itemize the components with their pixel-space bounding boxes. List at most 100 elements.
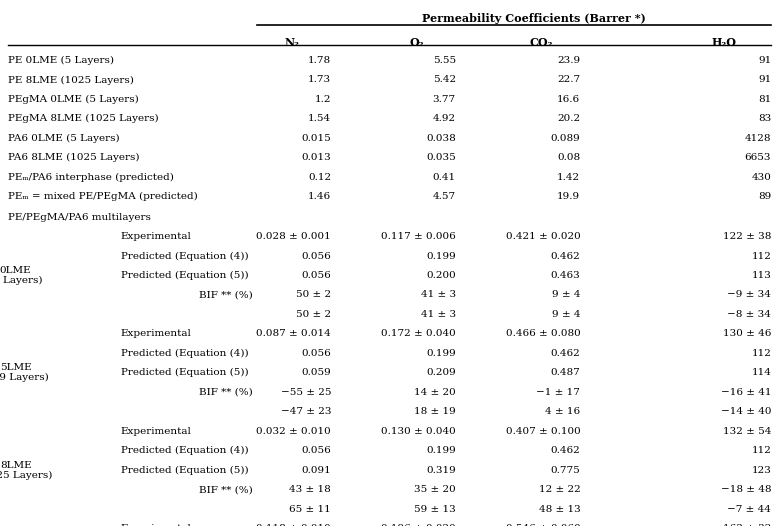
Text: 1.54: 1.54	[308, 114, 331, 124]
Text: −16 ± 41: −16 ± 41	[721, 388, 771, 397]
Text: PEgMA 8LME (1025 Layers): PEgMA 8LME (1025 Layers)	[8, 114, 158, 124]
Text: 0.118 ± 0.010: 0.118 ± 0.010	[256, 524, 331, 526]
Text: 1.73: 1.73	[308, 75, 331, 85]
Text: 59 ± 13: 59 ± 13	[414, 504, 456, 513]
Text: 19.9: 19.9	[557, 192, 580, 201]
Text: PA6 8LME (1025 Layers): PA6 8LME (1025 Layers)	[8, 153, 139, 163]
Text: 35 ± 20: 35 ± 20	[414, 485, 456, 494]
Text: 0.196 ± 0.020: 0.196 ± 0.020	[381, 524, 456, 526]
Text: 4.92: 4.92	[432, 114, 456, 124]
Text: 83: 83	[758, 114, 771, 124]
Text: 0.056: 0.056	[301, 446, 331, 455]
Text: 163 ± 32: 163 ± 32	[723, 524, 771, 526]
Text: (5 Layers): (5 Layers)	[0, 276, 42, 285]
Text: 1.2: 1.2	[315, 95, 331, 104]
Text: 81: 81	[758, 95, 771, 104]
Text: BIF ** (%): BIF ** (%)	[199, 290, 253, 299]
Text: Predicted (Equation (5)): Predicted (Equation (5))	[121, 466, 249, 475]
Text: 0.032 ± 0.010: 0.032 ± 0.010	[256, 427, 331, 436]
Text: Experimental: Experimental	[121, 232, 192, 241]
Text: CO₂: CO₂	[530, 36, 553, 47]
Text: Experimental: Experimental	[121, 524, 192, 526]
Text: PE 8LME (1025 Layers): PE 8LME (1025 Layers)	[8, 75, 134, 85]
Text: 0.200: 0.200	[426, 271, 456, 280]
Text: 0LME: 0LME	[0, 266, 31, 275]
Text: 50 ± 2: 50 ± 2	[296, 310, 331, 319]
Text: BIF ** (%): BIF ** (%)	[199, 485, 253, 494]
Text: 122 ± 38: 122 ± 38	[723, 232, 771, 241]
Text: 22.7: 22.7	[557, 75, 580, 85]
Text: −18 ± 48: −18 ± 48	[721, 485, 771, 494]
Text: PEgMA 0LME (5 Layers): PEgMA 0LME (5 Layers)	[8, 95, 139, 104]
Text: 112: 112	[751, 251, 771, 260]
Text: 0.319: 0.319	[426, 466, 456, 474]
Text: 8LME: 8LME	[0, 461, 31, 470]
Text: Predicted (Equation (4)): Predicted (Equation (4))	[121, 251, 249, 261]
Text: PA6 0LME (5 Layers): PA6 0LME (5 Layers)	[8, 134, 119, 143]
Text: 65 ± 11: 65 ± 11	[289, 504, 331, 513]
Text: 9 ± 4: 9 ± 4	[552, 290, 580, 299]
Text: 123: 123	[751, 466, 771, 474]
Text: 0.41: 0.41	[432, 173, 456, 182]
Text: 4 ± 16: 4 ± 16	[545, 407, 580, 416]
Text: 0.462: 0.462	[551, 446, 580, 455]
Text: Predicted (Equation (4)): Predicted (Equation (4))	[121, 446, 249, 456]
Text: 50 ± 2: 50 ± 2	[296, 290, 331, 299]
Text: 3.77: 3.77	[432, 95, 456, 104]
Text: 1.42: 1.42	[557, 173, 580, 182]
Text: BIF ** (%): BIF ** (%)	[199, 388, 253, 397]
Text: 0.487: 0.487	[551, 368, 580, 377]
Text: 0.421 ± 0.020: 0.421 ± 0.020	[506, 232, 580, 241]
Text: 20.2: 20.2	[557, 114, 580, 124]
Text: −14 ± 40: −14 ± 40	[721, 407, 771, 416]
Text: −9 ± 34: −9 ± 34	[728, 290, 771, 299]
Text: 0.130 ± 0.040: 0.130 ± 0.040	[381, 427, 456, 436]
Text: −7 ± 44: −7 ± 44	[728, 504, 771, 513]
Text: 430: 430	[751, 173, 771, 182]
Text: PEₘ = mixed PE/PEgMA (predicted): PEₘ = mixed PE/PEgMA (predicted)	[8, 192, 198, 201]
Text: 16.6: 16.6	[557, 95, 580, 104]
Text: −8 ± 34: −8 ± 34	[728, 310, 771, 319]
Text: 0.775: 0.775	[551, 466, 580, 474]
Text: 0.199: 0.199	[426, 251, 456, 260]
Text: 91: 91	[758, 75, 771, 85]
Text: Experimental: Experimental	[121, 427, 192, 436]
Text: 0.199: 0.199	[426, 446, 456, 455]
Text: 0.089: 0.089	[551, 134, 580, 143]
Text: Predicted (Equation (5)): Predicted (Equation (5))	[121, 368, 249, 378]
Text: 41 ± 3: 41 ± 3	[421, 290, 456, 299]
Text: PE 0LME (5 Layers): PE 0LME (5 Layers)	[8, 56, 114, 65]
Text: O₂: O₂	[410, 36, 424, 47]
Text: 4.57: 4.57	[432, 192, 456, 201]
Text: 91: 91	[758, 56, 771, 65]
Text: Predicted (Equation (4)): Predicted (Equation (4))	[121, 349, 249, 358]
Text: 0.028 ± 0.001: 0.028 ± 0.001	[256, 232, 331, 241]
Text: 4128: 4128	[745, 134, 771, 143]
Text: 114: 114	[751, 368, 771, 377]
Text: 0.209: 0.209	[426, 368, 456, 377]
Text: 14 ± 20: 14 ± 20	[414, 388, 456, 397]
Text: 5.55: 5.55	[432, 56, 456, 65]
Text: 0.015: 0.015	[301, 134, 331, 143]
Text: 0.172 ± 0.040: 0.172 ± 0.040	[381, 329, 456, 338]
Text: 0.546 ± 0.060: 0.546 ± 0.060	[506, 524, 580, 526]
Text: PE/PEgMA/PA6 multilayers: PE/PEgMA/PA6 multilayers	[8, 213, 150, 221]
Text: 43 ± 18: 43 ± 18	[289, 485, 331, 494]
Text: 132 ± 54: 132 ± 54	[723, 427, 771, 436]
Text: 48 ± 13: 48 ± 13	[538, 504, 580, 513]
Text: (129 Layers): (129 Layers)	[0, 373, 49, 382]
Text: 0.035: 0.035	[426, 153, 456, 163]
Text: Experimental: Experimental	[121, 329, 192, 338]
Text: 0.087 ± 0.014: 0.087 ± 0.014	[256, 329, 331, 338]
Text: (1025 Layers): (1025 Layers)	[0, 471, 52, 480]
Text: Permeability Coefficients (Barrer *): Permeability Coefficients (Barrer *)	[421, 13, 646, 24]
Text: −1 ± 17: −1 ± 17	[537, 388, 580, 397]
Text: 5.42: 5.42	[432, 75, 456, 85]
Text: 112: 112	[751, 349, 771, 358]
Text: 130 ± 46: 130 ± 46	[723, 329, 771, 338]
Text: 0.407 ± 0.100: 0.407 ± 0.100	[506, 427, 580, 436]
Text: H₂O: H₂O	[712, 36, 737, 47]
Text: 0.199: 0.199	[426, 349, 456, 358]
Text: 9 ± 4: 9 ± 4	[552, 310, 580, 319]
Text: 0.013: 0.013	[301, 153, 331, 163]
